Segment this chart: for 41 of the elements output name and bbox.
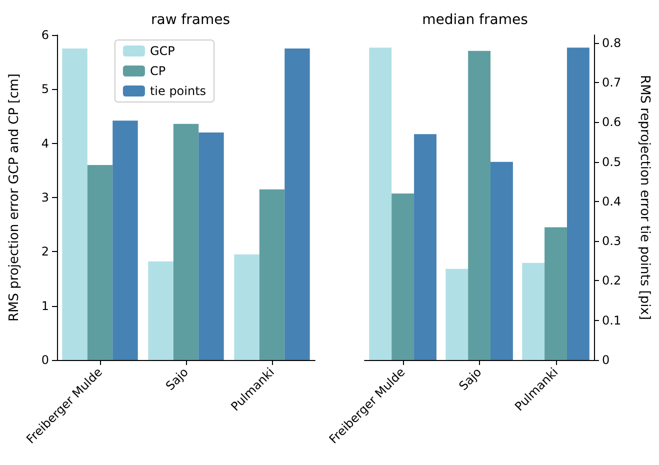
y2-tick-label: 0.7 <box>602 76 622 90</box>
y-tick-label: 1 <box>41 298 49 313</box>
bar <box>566 48 590 360</box>
y-tick-label: 4 <box>41 136 49 150</box>
legend-label: tie points <box>150 84 206 98</box>
bar <box>87 165 113 360</box>
y2-tick-label: 0.5 <box>602 154 622 169</box>
y2-tick-label: 0.6 <box>602 115 622 130</box>
y-tick-label: 0 <box>41 353 49 367</box>
chart-title: raw frames <box>150 12 230 28</box>
bar <box>62 48 88 360</box>
bar <box>468 50 491 360</box>
y-tick-label: 3 <box>41 190 49 204</box>
bar <box>234 254 260 360</box>
bar <box>490 162 513 360</box>
legend-label: CP <box>150 64 166 78</box>
chart-title: median frames <box>422 12 528 28</box>
bar <box>259 189 285 360</box>
y-tick-label: 6 <box>41 28 49 42</box>
y2-tick-label: 0.3 <box>602 234 622 248</box>
y2-tick-label: 0.1 <box>602 313 622 328</box>
legend-label: GCP <box>150 44 175 58</box>
y-tick-label: 5 <box>41 82 49 96</box>
bar <box>173 124 199 360</box>
bar <box>414 134 436 360</box>
y2-tick-label: 0 <box>602 353 610 367</box>
y-tick-label: 2 <box>41 244 49 259</box>
bar <box>369 48 392 360</box>
bar <box>198 132 224 360</box>
y2-axis-title: RMS reprojection error tie points [pix] <box>637 75 652 320</box>
bar <box>544 227 567 360</box>
bar <box>148 261 174 360</box>
bar <box>392 194 414 360</box>
y-axis-title: RMS projection error GCP and CP [cm] <box>7 73 22 322</box>
bar <box>112 120 138 360</box>
y2-tick-label: 0.2 <box>602 274 622 288</box>
bar <box>446 268 468 360</box>
y2-tick-label: 0.4 <box>602 194 622 208</box>
bar <box>284 48 310 360</box>
bar <box>522 262 545 360</box>
y2-tick-label: 0.8 <box>602 36 622 50</box>
